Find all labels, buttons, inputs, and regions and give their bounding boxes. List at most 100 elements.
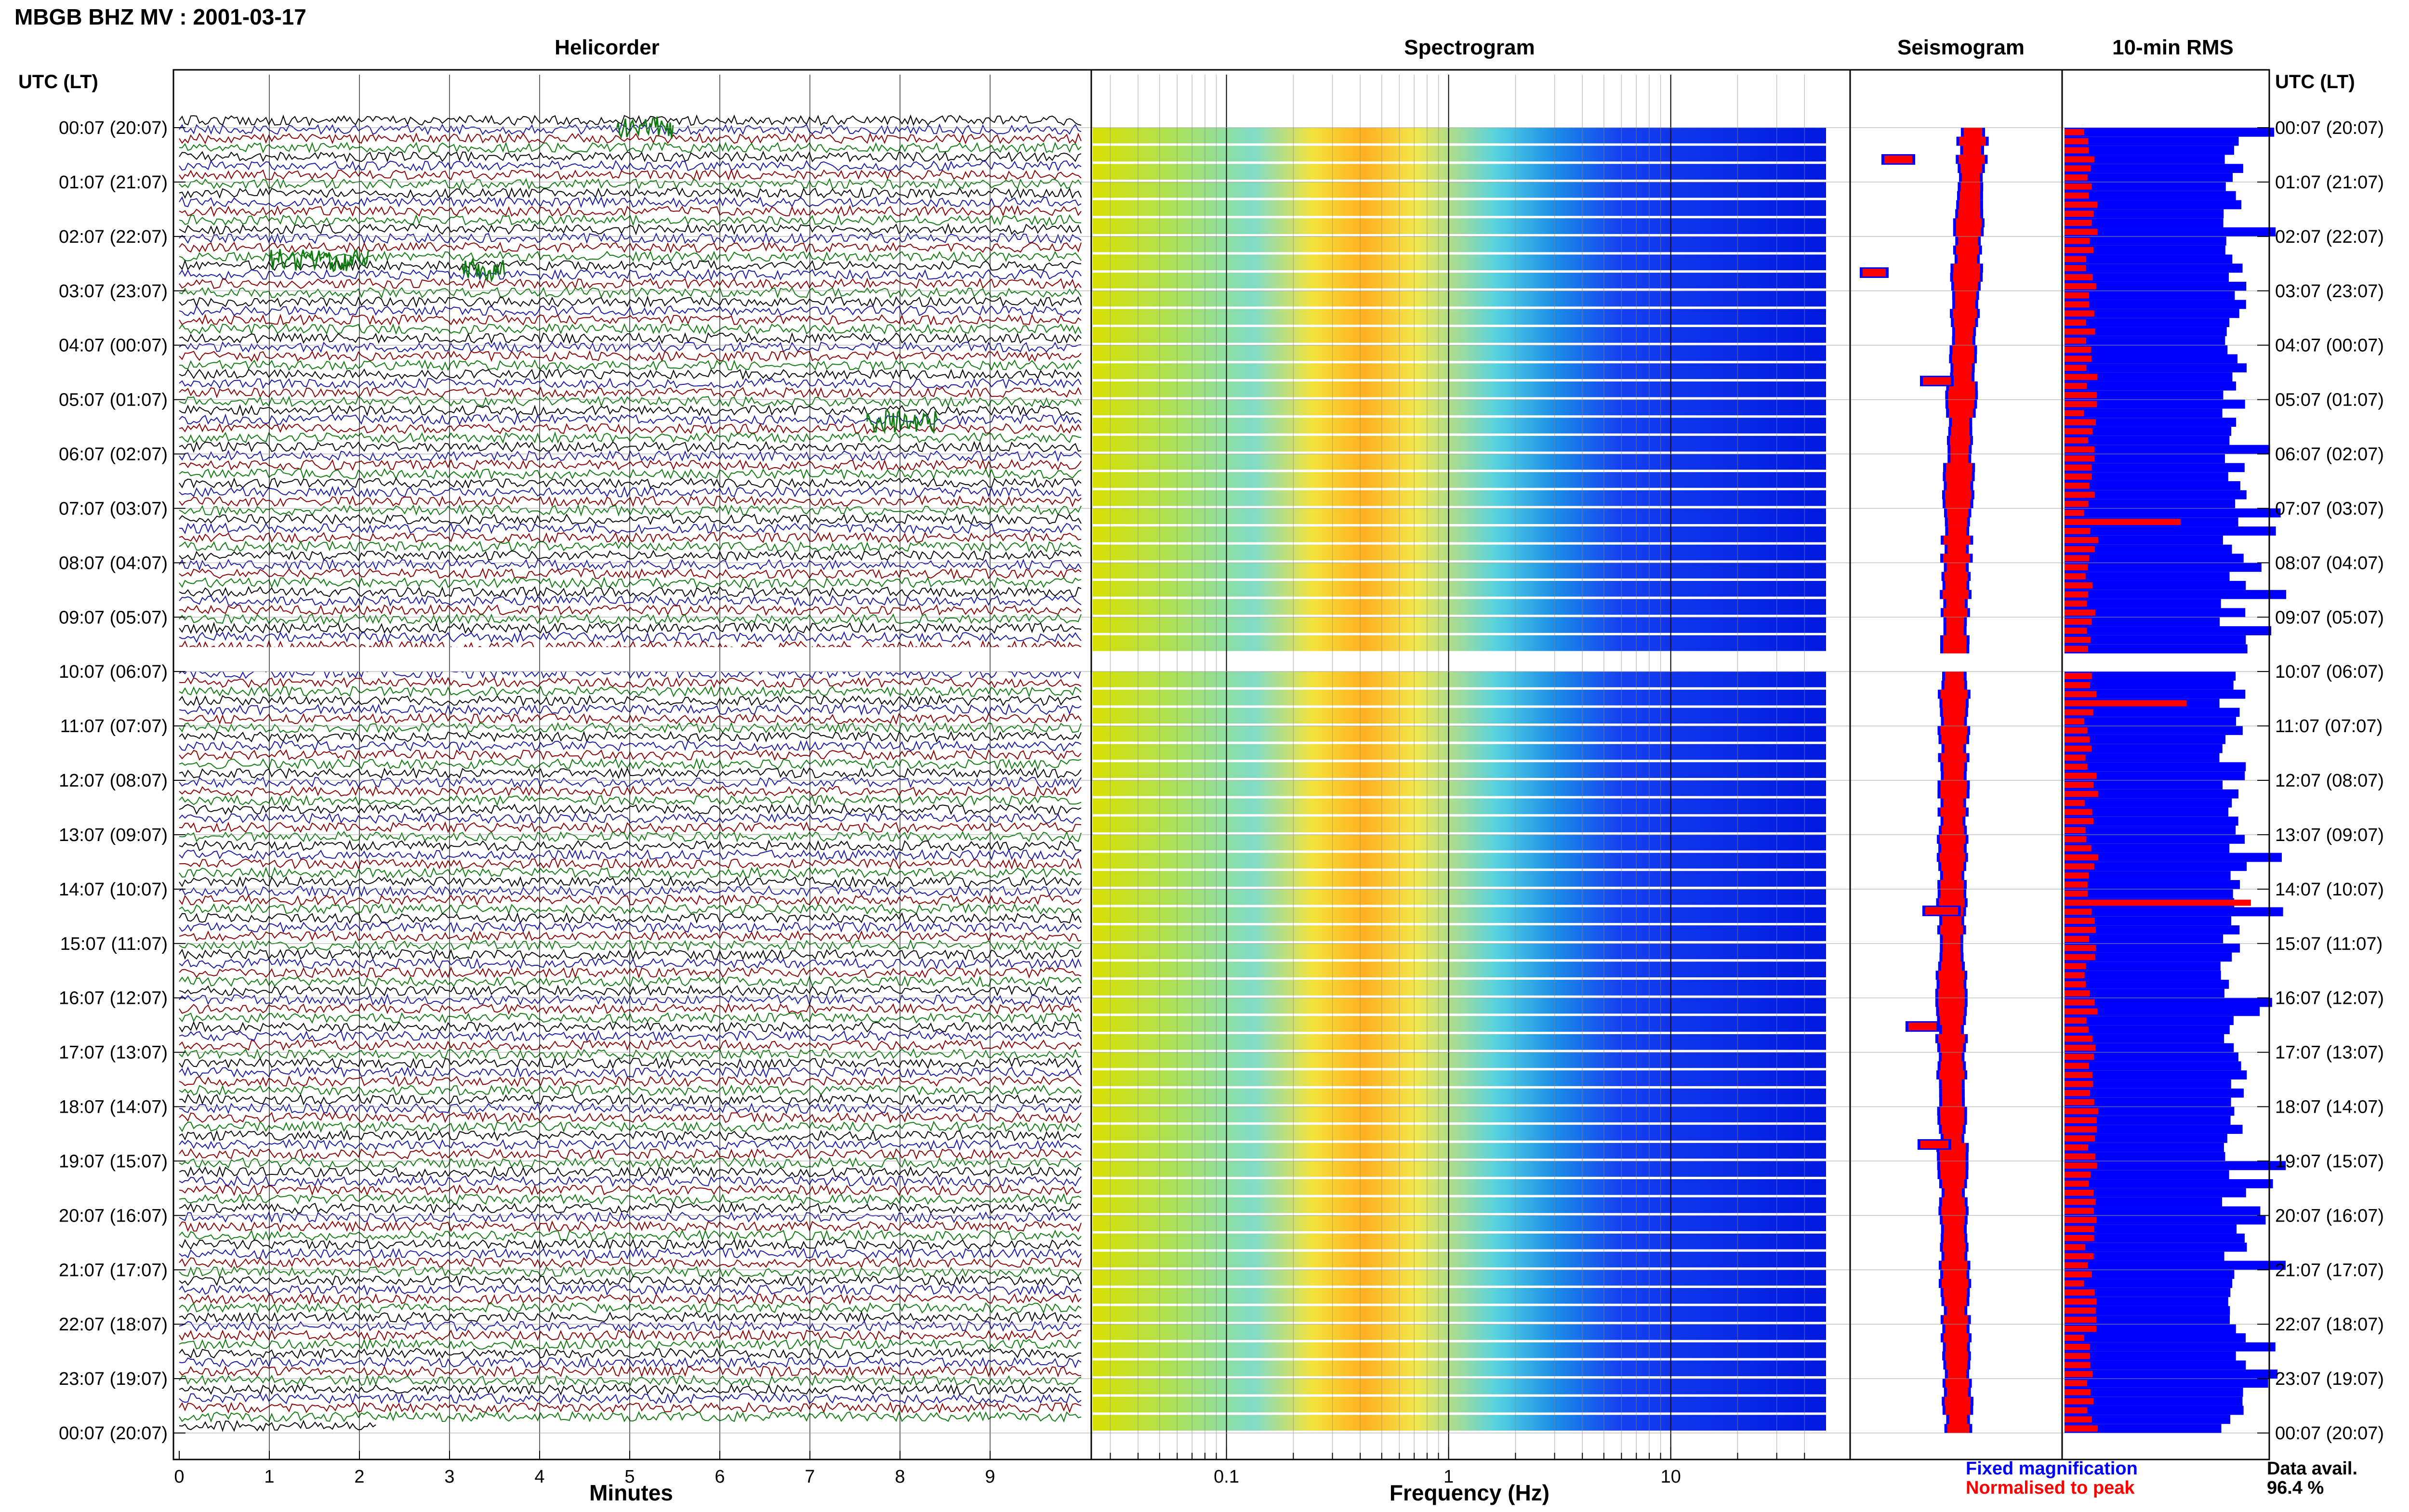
rms-normalised-bar [2065,1144,2089,1151]
rms-normalised-bar [2065,500,2089,507]
rms-normalised-bar [2065,1353,2090,1359]
rms-fixed-bar [2065,390,2224,400]
spectrogram-row [1093,200,1826,216]
rms-fixed-bar [2065,173,2233,182]
spectrogram-row [1093,834,1826,851]
rms-fixed-bar [2065,1279,2233,1288]
spectrogram-row [1093,1197,1826,1213]
rms-normalised-bar [2065,1271,2092,1278]
rms-fixed-bar [2065,236,2226,246]
seismogram-offset-segment [1925,907,1958,915]
rms-fixed-bar [2065,744,2223,753]
rms-title: 10-min RMS [2112,36,2234,59]
left-time-label: 01:07 (21:07) [59,172,168,193]
right-time-label: 10:07 (06:07) [2275,662,2384,682]
seismogram-offset-segment [1863,269,1886,276]
rms-normalised-bar [2065,1217,2097,1223]
rms-fixed-bar [2065,880,2240,889]
rms-fixed-bar [2065,191,2236,200]
rms-normalised-bar [2065,473,2092,480]
rms-normalised-bar [2065,918,2095,924]
rms-normalised-bar [2065,827,2086,833]
rms-fixed-bar [2065,254,2233,264]
rms-normalised-bar [2065,1162,2097,1169]
rms-normalised-bar [2065,1008,2098,1015]
helicorder-x-tick-label: 9 [985,1467,995,1487]
rms-normalised-bar [2065,464,2092,471]
rms-normalised-bar [2065,129,2084,135]
rms-normalised-bar [2065,1307,2096,1314]
rms-normalised-bar [2065,872,2089,879]
rms-normalised-bar [2065,446,2095,453]
left-time-label: 00:07 (20:07) [59,118,168,138]
helicorder-xlabel: Minutes [589,1480,673,1505]
rms-fixed-bar [2065,372,2233,381]
helicorder-x-tick-label: 1 [264,1467,274,1487]
rms-fixed-bar [2065,435,2230,445]
rms-normalised-bar [2065,319,2086,326]
rms-fixed-bar [2065,1206,2261,1216]
rms-normalised-bar [2065,528,2091,534]
rms-fixed-bar [2065,735,2226,744]
rms-normalised-bar [2065,1126,2097,1132]
spectrogram-row [1093,435,1826,452]
legend-normalised: Normalised to peak [1966,1478,2135,1498]
rms-fixed-bar [2065,535,2223,545]
right-time-label: 00:07 (20:07) [2275,1423,2384,1444]
rms-fixed-bar [2065,445,2270,454]
rms-fixed-bar [2065,318,2230,328]
rms-fixed-bar [2065,128,2275,137]
rms-fixed-bar [2065,1406,2244,1415]
helicorder-event [616,117,674,139]
spectrogram-row [1093,689,1826,706]
rms-normalised-bar [2065,1198,2096,1205]
rms-fixed-bar [2065,798,2232,808]
rms-normalised-bar [2065,329,2095,335]
rms-fixed-bar [2065,862,2247,871]
rms-normalised-bar [2065,591,2089,598]
rms-normalised-bar [2065,374,2097,380]
spectrogram-row [1093,1251,1826,1268]
rms-normalised-bar [2065,736,2090,743]
rms-fixed-bar [2065,1088,2244,1098]
rms-normalised-bar [2065,600,2087,607]
spectrogram-row [1093,708,1826,724]
legend-fixed: Fixed magnification [1966,1459,2138,1479]
left-axis-header: UTC (LT) [18,71,98,92]
rms-fixed-bar [2065,490,2247,500]
rms-normalised-bar [2065,310,2094,317]
rms-fixed-bar [2065,925,2240,934]
rms-normalised-bar [2065,881,2088,888]
seismogram-offset-segment [1923,377,1951,385]
rms-normalised-bar [2065,863,2094,870]
left-time-label: 02:07 (22:07) [59,227,168,247]
rms-fixed-bar [2065,381,2236,391]
spectrogram-row [1093,128,1826,144]
rms-normalised-bar [2065,836,2087,842]
rms-normalised-bar [2065,401,2097,408]
rms-fixed-bar [2065,209,2224,219]
rms-fixed-bar [2065,789,2239,799]
rms-fixed-bar [2065,671,2236,681]
spectrogram-xlabel: Frequency (Hz) [1389,1480,1550,1505]
spectrogram-row [1093,853,1826,869]
rms-normalised-bar [2065,582,2093,589]
right-time-label: 12:07 (08:07) [2275,771,2384,791]
rms-normalised-bar [2065,763,2088,770]
rms-fixed-bar [2065,1360,2246,1370]
spectrogram-row [1093,907,1826,923]
spectrogram-row [1093,943,1826,960]
left-time-label: 21:07 (17:07) [59,1260,168,1280]
rms-fixed-bar [2065,526,2276,536]
rms-normalised-bar [2065,628,2087,634]
left-time-label: 08:07 (04:07) [59,553,168,573]
rms-fixed-bar [2065,553,2244,563]
rms-normalised-bar [2065,1135,2095,1142]
rms-fixed-bar [2065,408,2223,418]
rms-normalised-bar [2065,954,2095,960]
rms-normalised-bar [2065,673,2092,679]
spectrogram-row [1093,381,1826,397]
spectrogram-row [1093,454,1826,470]
rms-normalised-bar [2065,156,2094,163]
